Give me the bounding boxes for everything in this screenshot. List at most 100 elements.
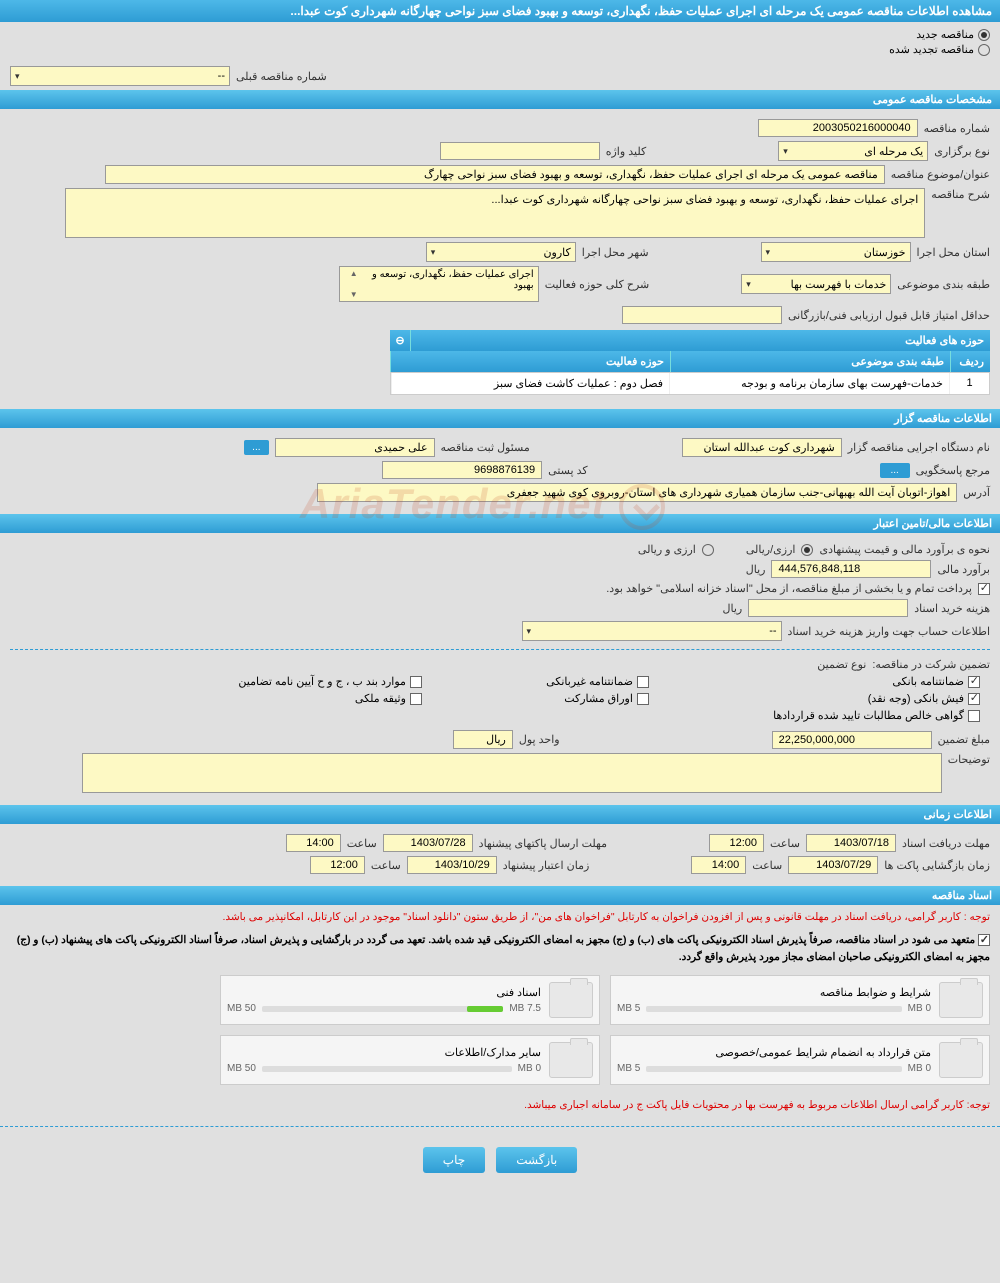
province-label: استان محل اجرا <box>917 246 990 259</box>
payment-note: پرداخت تمام و یا بخشی از مبلغ مناقصه، از… <box>606 582 972 595</box>
officer-field: علی حمیدی <box>275 438 435 457</box>
file-max: 50 MB <box>227 1003 256 1014</box>
th-activity: حوزه فعالیت <box>390 351 670 372</box>
docs-note1: توجه : کاربر گرامی، دریافت اسناد در مهلت… <box>0 905 1000 930</box>
city-label: شهر محل اجرا <box>582 246 649 259</box>
contact-lookup-button[interactable]: ... <box>880 463 910 478</box>
receive-date: 1403/07/18 <box>806 834 896 852</box>
city-select[interactable]: کارون▾ <box>426 242 576 262</box>
docs-note3: توجه: کاربر گرامی ارسال اطلاعات مربوط به… <box>0 1093 1000 1118</box>
province-select[interactable]: خوزستان▾ <box>761 242 911 262</box>
chevron-down-icon: ▾ <box>15 71 20 82</box>
file-size: 0 MB <box>518 1063 541 1074</box>
print-button[interactable]: چاپ <box>423 1147 485 1173</box>
th-category: طبقه بندی موضوعی <box>670 351 950 372</box>
folder-icon <box>939 1042 983 1078</box>
guarantee-title: تضمین شرکت در مناقصه: <box>872 658 990 671</box>
postal-label: کد پستی <box>548 464 587 477</box>
checkbox-icon <box>968 693 980 705</box>
file-box[interactable]: شرایط و ضوابط مناقصه 0 MB 5 MB <box>610 975 990 1025</box>
scrollbar-icon[interactable]: ▲▼ <box>344 269 358 299</box>
notes-field[interactable] <box>82 753 942 793</box>
chevron-down-icon: ▾ <box>527 626 532 637</box>
folder-icon <box>549 982 593 1018</box>
radio-icon[interactable] <box>801 544 813 556</box>
subject-label: عنوان/موضوع مناقصه <box>891 168 990 181</box>
progress-bar <box>646 1066 901 1072</box>
category-select[interactable]: خدمات با فهرست بها▾ <box>741 274 891 294</box>
type-select[interactable]: یک مرحله ای▾ <box>778 141 928 161</box>
file-box[interactable]: متن قرارداد به انضمام شرایط عمومی/خصوصی … <box>610 1035 990 1085</box>
officer-lookup-button[interactable]: ... <box>244 440 268 455</box>
activity-field[interactable]: اجرای عملیات حفظ، نگهداری، توسعه و بهبود… <box>339 266 539 302</box>
checkbox-icon <box>637 693 649 705</box>
radio-icon <box>978 29 990 41</box>
unit-field: ریال <box>453 730 513 749</box>
back-button[interactable]: بازگشت <box>496 1147 577 1173</box>
file-max: 5 MB <box>617 1003 640 1014</box>
radio-new-tender[interactable]: مناقصه جدید <box>10 28 990 41</box>
org-label: نام دستگاه اجرایی مناقصه گزار <box>848 441 990 454</box>
prev-number-select[interactable]: --▾ <box>10 66 230 86</box>
chevron-down-icon: ▾ <box>746 279 751 290</box>
min-score-field[interactable] <box>622 306 782 324</box>
checkbox-icon <box>978 934 990 946</box>
contact-label: مرجع پاسخگویی <box>916 464 990 477</box>
estimate-field: 444,576,848,118 <box>771 560 931 578</box>
send-label: مهلت ارسال پاکتهای پیشنهاد <box>479 837 607 850</box>
opt-bonds[interactable]: اوراق مشارکت <box>452 692 649 705</box>
open-time: 14:00 <box>691 856 746 874</box>
validity-label: زمان اعتبار پیشنهاد <box>503 859 590 872</box>
opt-nonbank[interactable]: ضمانتنامه غیربانکی <box>452 675 649 688</box>
officer-label: مسئول ثبت مناقصه <box>441 441 530 454</box>
file-name: اسناد فنی <box>227 986 541 999</box>
file-name: سایر مدارک/اطلاعات <box>227 1046 541 1059</box>
file-name: شرایط و ضوابط مناقصه <box>617 986 931 999</box>
amount-field: 22,250,000,000 <box>772 731 932 749</box>
address-label: آدرس <box>963 486 990 499</box>
validity-time: 12:00 <box>310 856 365 874</box>
opt-terms[interactable]: موارد بند ب ، ج و ح آیین نامه تضامین <box>144 675 422 688</box>
th-row: ردیف <box>950 351 990 372</box>
file-box[interactable]: سایر مدارک/اطلاعات 0 MB 50 MB <box>220 1035 600 1085</box>
send-date: 1403/07/28 <box>383 834 473 852</box>
account-label: اطلاعات حساب جهت واریز هزینه خرید اسناد <box>788 625 990 638</box>
estimate-label: برآورد مالی <box>937 563 990 576</box>
keyword-label: کلید واژه <box>606 145 646 158</box>
file-size: 0 MB <box>908 1003 931 1014</box>
amount-label: مبلغ تضمین <box>938 733 990 746</box>
chevron-down-icon: ▾ <box>431 247 436 258</box>
checkbox-icon <box>410 693 422 705</box>
desc-label: شرح مناقصه <box>931 188 990 201</box>
radio-renewed-label: مناقصه تجدید شده <box>889 43 974 56</box>
opt-bank[interactable]: ضمانتنامه بانکی <box>679 675 980 688</box>
file-box[interactable]: اسناد فنی 7.5 MB 50 MB <box>220 975 600 1025</box>
table-title: حوزه های فعالیت <box>410 330 990 351</box>
doc-cost-field[interactable] <box>748 599 908 617</box>
notes-label: توضیحات <box>948 753 990 766</box>
doc-cost-label: هزینه خرید اسناد <box>914 602 990 615</box>
radio-icon[interactable] <box>702 544 714 556</box>
subject-field[interactable]: مناقصه عمومی یک مرحله ای اجرای عملیات حف… <box>105 165 885 184</box>
opt-property[interactable]: وثیقه ملکی <box>144 692 422 705</box>
checkbox-icon[interactable] <box>978 583 990 595</box>
opt-certified[interactable]: گواهی خالص مطالبات تایید شده قراردادها <box>679 709 980 722</box>
collapse-icon[interactable]: ⊖ <box>390 330 410 351</box>
chevron-down-icon: ▾ <box>766 247 771 258</box>
radio-renewed-tender[interactable]: مناقصه تجدید شده <box>10 43 990 56</box>
account-select[interactable]: --▾ <box>522 621 782 641</box>
category-label: طبقه بندی موضوعی <box>897 278 990 291</box>
radio-new-label: مناقصه جدید <box>916 28 974 41</box>
chevron-down-icon: ▾ <box>783 146 788 157</box>
org-field: شهرداری کوت عبدالله استان <box>682 438 842 457</box>
page-title: مشاهده اطلاعات مناقصه عمومی یک مرحله ای … <box>0 0 1000 22</box>
keyword-field[interactable] <box>440 142 600 160</box>
desc-field[interactable]: اجرای عملیات حفظ، نگهداری، توسعه و بهبود… <box>65 188 925 238</box>
receive-label: مهلت دریافت اسناد <box>902 837 990 850</box>
opt-cash[interactable]: فیش بانکی (وجه نقد) <box>679 692 980 705</box>
checkbox-icon <box>637 676 649 688</box>
progress-bar <box>262 1066 512 1072</box>
min-score-label: حداقل امتیاز قابل قبول ارزیابی فنی/بازرگ… <box>788 309 990 322</box>
section-general: مشخصات مناقصه عمومی <box>0 90 1000 109</box>
checkbox-icon <box>968 710 980 722</box>
